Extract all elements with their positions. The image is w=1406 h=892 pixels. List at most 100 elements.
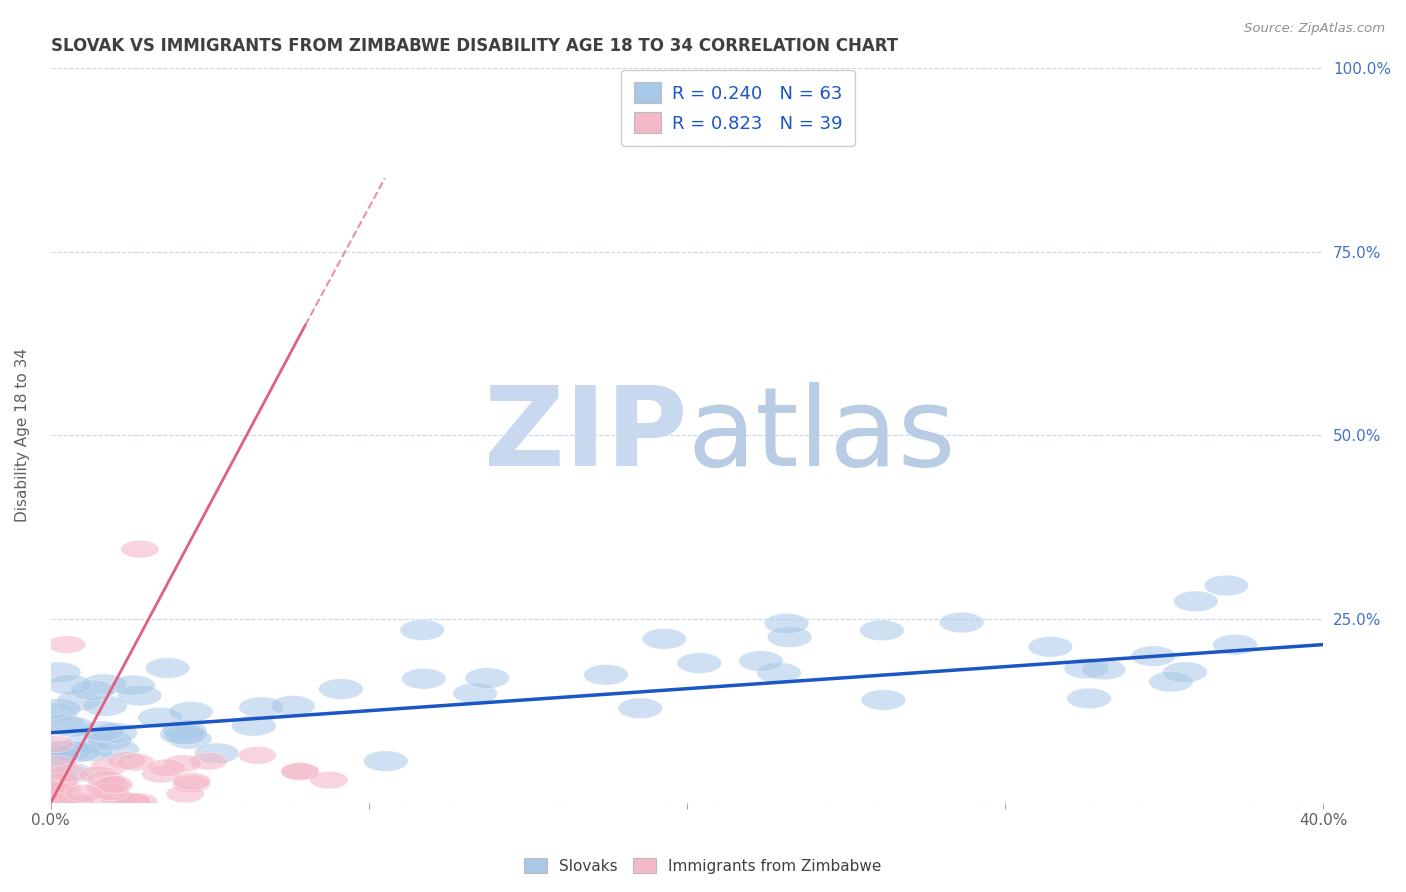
Ellipse shape (142, 765, 180, 783)
Ellipse shape (79, 793, 118, 811)
Ellipse shape (859, 620, 904, 640)
Ellipse shape (108, 752, 146, 769)
Ellipse shape (167, 729, 212, 749)
Ellipse shape (1028, 637, 1073, 657)
Ellipse shape (309, 772, 349, 789)
Ellipse shape (1204, 575, 1249, 596)
Ellipse shape (1067, 688, 1111, 709)
Y-axis label: Disability Age 18 to 34: Disability Age 18 to 34 (15, 348, 30, 522)
Ellipse shape (163, 755, 201, 772)
Ellipse shape (87, 771, 125, 789)
Ellipse shape (96, 776, 134, 793)
Ellipse shape (91, 783, 129, 801)
Ellipse shape (37, 698, 82, 719)
Ellipse shape (56, 690, 101, 711)
Ellipse shape (48, 740, 91, 761)
Ellipse shape (66, 732, 111, 753)
Ellipse shape (232, 715, 276, 736)
Ellipse shape (619, 698, 662, 718)
Ellipse shape (37, 662, 82, 682)
Ellipse shape (111, 675, 156, 696)
Ellipse shape (37, 735, 75, 753)
Ellipse shape (41, 774, 79, 791)
Ellipse shape (939, 612, 984, 632)
Ellipse shape (138, 707, 183, 728)
Text: SLOVAK VS IMMIGRANTS FROM ZIMBABWE DISABILITY AGE 18 TO 34 CORRELATION CHART: SLOVAK VS IMMIGRANTS FROM ZIMBABWE DISAB… (51, 37, 898, 55)
Ellipse shape (364, 751, 408, 772)
Ellipse shape (1130, 646, 1175, 666)
Ellipse shape (93, 723, 138, 743)
Ellipse shape (121, 541, 159, 558)
Ellipse shape (163, 724, 208, 745)
Ellipse shape (114, 793, 152, 811)
Ellipse shape (148, 759, 186, 777)
Ellipse shape (173, 772, 211, 790)
Ellipse shape (765, 614, 808, 634)
Ellipse shape (32, 703, 77, 723)
Ellipse shape (49, 716, 94, 737)
Ellipse shape (39, 772, 77, 789)
Ellipse shape (1163, 662, 1208, 682)
Ellipse shape (643, 629, 686, 649)
Ellipse shape (1212, 634, 1257, 655)
Ellipse shape (41, 714, 86, 734)
Ellipse shape (48, 763, 93, 783)
Ellipse shape (1081, 659, 1126, 680)
Ellipse shape (238, 747, 277, 764)
Ellipse shape (402, 668, 446, 689)
Ellipse shape (91, 776, 129, 794)
Ellipse shape (114, 793, 152, 811)
Text: ZIP: ZIP (484, 382, 688, 489)
Ellipse shape (35, 745, 80, 765)
Ellipse shape (678, 653, 721, 673)
Ellipse shape (58, 793, 96, 811)
Ellipse shape (45, 793, 83, 811)
Ellipse shape (117, 685, 162, 706)
Ellipse shape (70, 680, 115, 700)
Ellipse shape (169, 701, 214, 723)
Ellipse shape (117, 754, 155, 771)
Ellipse shape (83, 696, 128, 716)
Ellipse shape (465, 668, 509, 689)
Ellipse shape (35, 782, 73, 800)
Ellipse shape (194, 743, 239, 764)
Ellipse shape (69, 741, 112, 762)
Ellipse shape (239, 697, 284, 717)
Ellipse shape (48, 674, 91, 695)
Ellipse shape (32, 766, 76, 787)
Ellipse shape (37, 781, 75, 798)
Text: atlas: atlas (688, 382, 956, 489)
Ellipse shape (94, 739, 139, 760)
Ellipse shape (1064, 658, 1108, 679)
Ellipse shape (86, 780, 125, 797)
Ellipse shape (281, 763, 319, 780)
Ellipse shape (80, 721, 125, 741)
Ellipse shape (48, 636, 86, 654)
Ellipse shape (738, 651, 783, 672)
Ellipse shape (87, 731, 132, 751)
Ellipse shape (32, 746, 76, 767)
Ellipse shape (90, 757, 128, 775)
Ellipse shape (56, 742, 101, 763)
Ellipse shape (166, 785, 204, 803)
Ellipse shape (79, 766, 117, 783)
Ellipse shape (37, 740, 82, 761)
Ellipse shape (756, 663, 801, 683)
Legend: R = 0.240   N = 63, R = 0.823   N = 39: R = 0.240 N = 63, R = 0.823 N = 39 (621, 70, 855, 145)
Ellipse shape (860, 690, 905, 710)
Ellipse shape (281, 763, 319, 780)
Ellipse shape (190, 753, 228, 770)
Ellipse shape (120, 793, 157, 811)
Ellipse shape (583, 665, 628, 685)
Ellipse shape (399, 620, 444, 640)
Ellipse shape (768, 627, 811, 648)
Ellipse shape (100, 790, 138, 808)
Ellipse shape (65, 784, 103, 802)
Ellipse shape (270, 696, 315, 716)
Ellipse shape (1174, 591, 1218, 612)
Ellipse shape (173, 775, 211, 793)
Ellipse shape (162, 720, 207, 740)
Ellipse shape (1149, 672, 1194, 692)
Ellipse shape (319, 679, 363, 699)
Ellipse shape (453, 683, 498, 704)
